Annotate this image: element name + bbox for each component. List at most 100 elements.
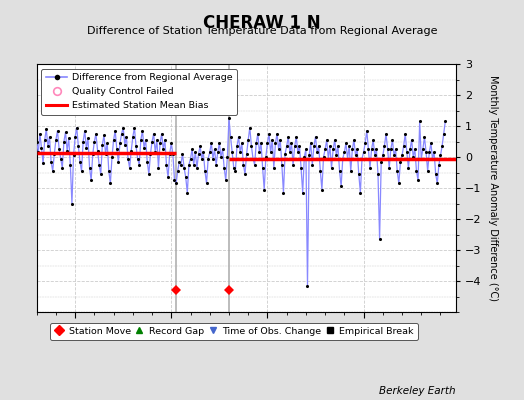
- Point: [122, 134, 130, 140]
- Point: [145, 171, 153, 177]
- Point: [100, 132, 108, 138]
- Point: [390, 152, 398, 159]
- Point: [113, 146, 121, 152]
- Point: [420, 134, 429, 140]
- Point: [409, 154, 418, 160]
- Point: [428, 155, 436, 162]
- Point: [374, 171, 382, 177]
- Point: [125, 165, 134, 171]
- Point: [43, 143, 52, 149]
- Point: [79, 138, 88, 145]
- Point: [57, 155, 65, 162]
- Point: [223, 154, 232, 160]
- Point: [388, 137, 397, 143]
- Y-axis label: Monthly Temperature Anomaly Difference (°C): Monthly Temperature Anomaly Difference (…: [488, 75, 498, 301]
- Point: [366, 165, 374, 171]
- Point: [92, 130, 100, 137]
- Point: [266, 149, 275, 156]
- Point: [132, 143, 140, 149]
- Point: [149, 130, 158, 137]
- Point: [119, 124, 127, 131]
- Point: [271, 140, 280, 146]
- Point: [161, 137, 169, 143]
- Point: [348, 146, 356, 152]
- Point: [286, 149, 294, 156]
- Point: [261, 154, 270, 160]
- Point: [241, 171, 249, 177]
- Point: [345, 143, 353, 149]
- Point: [172, 180, 180, 186]
- Point: [276, 137, 285, 143]
- Point: [101, 151, 110, 157]
- Point: [162, 162, 171, 168]
- Point: [47, 158, 56, 165]
- Point: [215, 140, 224, 146]
- Point: [68, 200, 76, 207]
- Point: [193, 165, 201, 171]
- Point: [151, 149, 159, 156]
- Point: [412, 168, 421, 174]
- Point: [250, 162, 259, 168]
- Point: [110, 137, 118, 143]
- Point: [281, 151, 289, 157]
- Point: [395, 180, 403, 186]
- Point: [39, 160, 47, 166]
- Point: [342, 140, 350, 146]
- Point: [263, 140, 271, 146]
- Point: [175, 158, 183, 165]
- Point: [279, 190, 288, 196]
- Point: [177, 162, 185, 168]
- Point: [352, 152, 360, 159]
- Point: [130, 124, 139, 131]
- Point: [296, 143, 304, 149]
- Point: [419, 146, 427, 152]
- Point: [140, 144, 148, 151]
- Point: [219, 146, 227, 152]
- Point: [416, 118, 424, 124]
- Point: [32, 138, 41, 145]
- Text: CHERAW 1 N: CHERAW 1 N: [203, 14, 321, 32]
- Point: [350, 137, 358, 143]
- Point: [438, 143, 446, 149]
- Point: [60, 138, 68, 145]
- Point: [148, 138, 156, 145]
- Point: [170, 177, 179, 184]
- Point: [135, 162, 144, 168]
- Point: [411, 146, 419, 152]
- Point: [166, 151, 174, 157]
- Point: [127, 148, 135, 154]
- Point: [399, 143, 408, 149]
- Text: Berkeley Earth: Berkeley Earth: [379, 386, 456, 396]
- Point: [300, 154, 309, 160]
- Point: [414, 177, 422, 184]
- Point: [402, 149, 411, 156]
- Point: [42, 126, 50, 132]
- Point: [81, 128, 89, 134]
- Point: [385, 165, 394, 171]
- Point: [391, 146, 400, 152]
- Text: Difference of Station Temperature Data from Regional Average: Difference of Station Temperature Data f…: [87, 26, 437, 36]
- Point: [222, 177, 230, 184]
- Point: [96, 171, 105, 177]
- Point: [335, 168, 344, 174]
- Point: [275, 146, 283, 152]
- Point: [169, 151, 177, 157]
- Point: [243, 151, 251, 157]
- Point: [423, 168, 432, 174]
- Point: [71, 134, 79, 140]
- Point: [116, 140, 124, 146]
- Point: [201, 168, 209, 174]
- Point: [239, 162, 247, 168]
- Point: [167, 140, 176, 146]
- Point: [441, 118, 450, 124]
- Point: [37, 144, 46, 151]
- Point: [117, 130, 126, 137]
- Point: [137, 137, 145, 143]
- Point: [316, 168, 324, 174]
- Point: [319, 154, 328, 160]
- Point: [198, 155, 206, 162]
- Point: [55, 146, 63, 152]
- Point: [339, 155, 347, 162]
- Point: [230, 165, 238, 171]
- Point: [313, 149, 321, 156]
